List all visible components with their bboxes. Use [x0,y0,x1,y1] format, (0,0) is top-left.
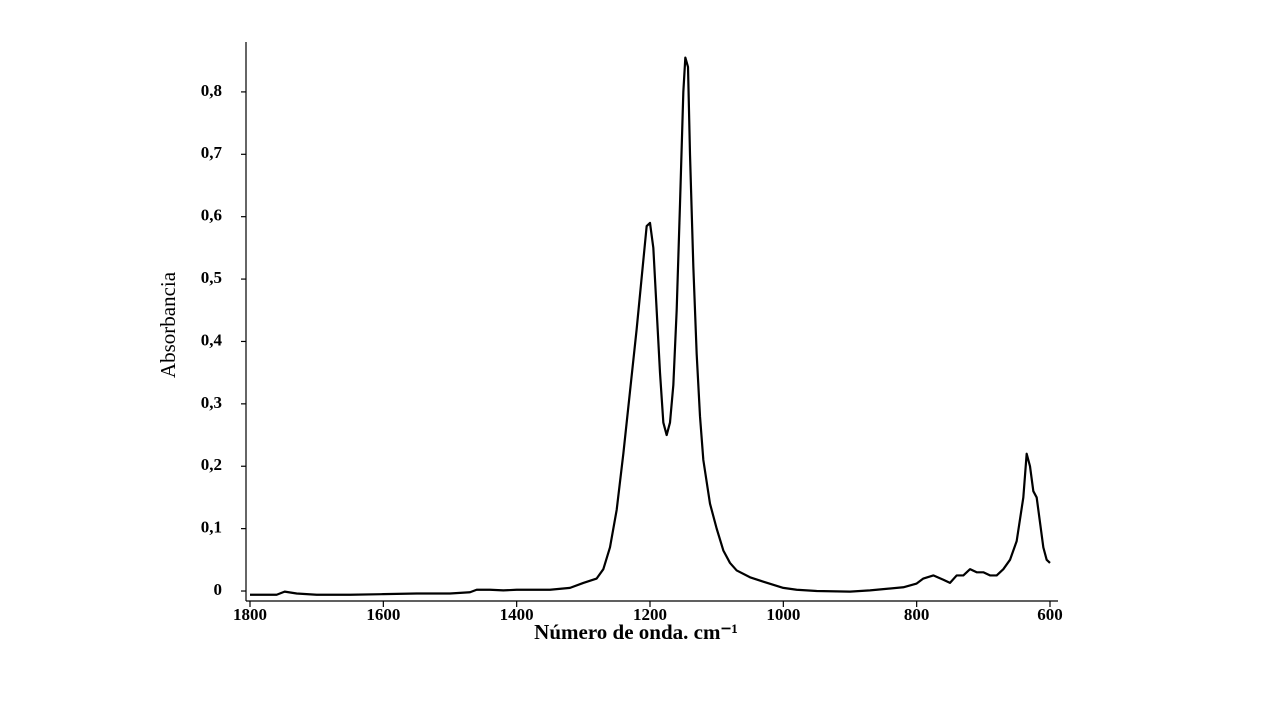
y-tick-label: 0,5 [201,268,222,287]
x-tick-label: 600 [1037,605,1063,624]
y-tick-label: 0,2 [201,455,222,474]
y-tick-label: 0,8 [201,81,222,100]
y-tick-label: 0 [214,580,223,599]
spectrum-line [250,56,1051,596]
x-tick-label: 1800 [233,605,267,624]
x-tick-label: 1600 [366,605,400,624]
x-axis-label: Número de onda. cm⁻¹ [534,620,738,644]
y-axis-label: Absorbancia [156,271,180,378]
x-tick-label: 800 [904,605,930,624]
x-tick-label: 1400 [500,605,534,624]
y-tick-label: 0,3 [201,393,222,412]
x-tick-label: 1000 [766,605,800,624]
y-tick-label: 0,4 [201,330,223,349]
x-tick-label: 1200 [633,605,667,624]
y-tick-label: 0,6 [201,206,222,225]
y-tick-label: 0,1 [201,518,222,537]
y-tick-label: 0,7 [201,143,223,162]
